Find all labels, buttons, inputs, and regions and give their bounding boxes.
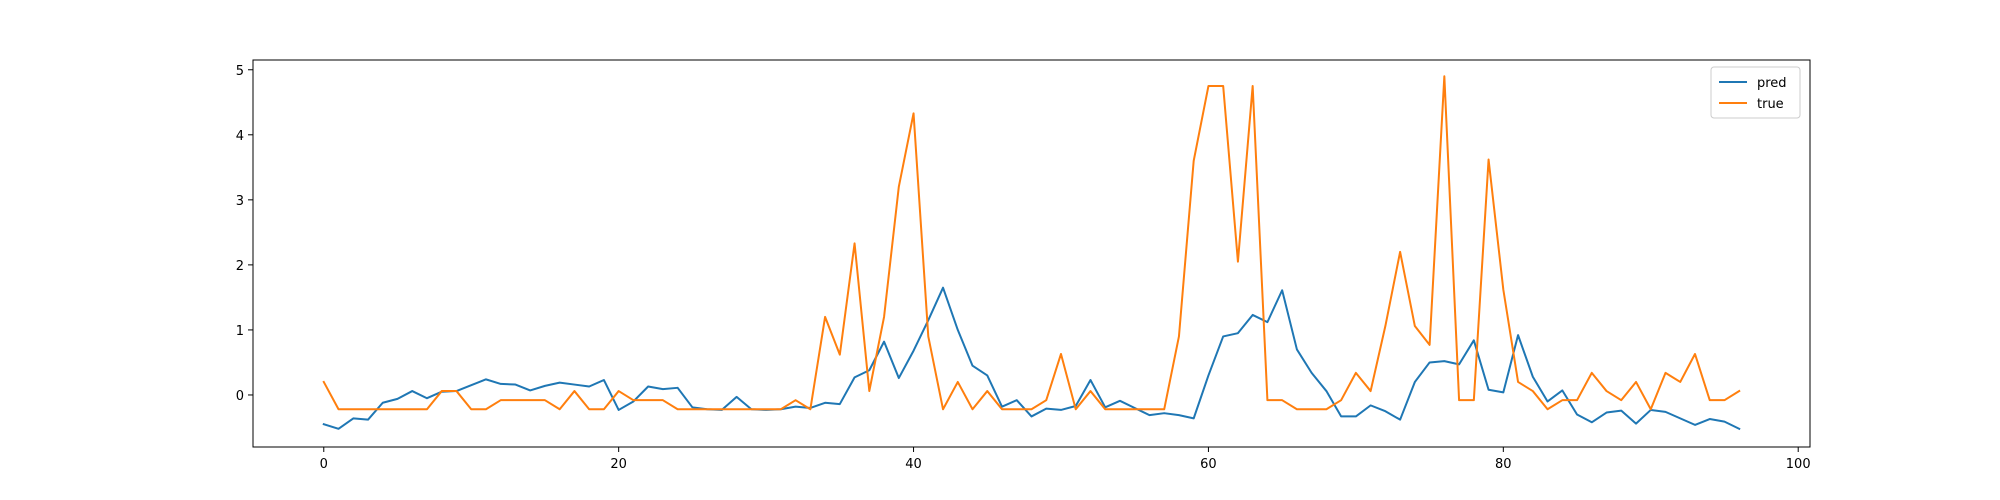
x-tick-label: 40: [905, 457, 922, 472]
x-tick-label: 60: [1200, 457, 1217, 472]
series-line-pred: [322, 286, 1741, 431]
y-tick-label: 5: [236, 64, 244, 79]
legend-box: [1710, 66, 1801, 119]
x-tick-label: 80: [1495, 457, 1512, 472]
legend-label-pred: pred: [1757, 76, 1787, 91]
series-line-true: [322, 75, 1741, 411]
y-tick-label: 1: [236, 324, 244, 339]
y-tick-label: 0: [236, 389, 244, 404]
x-tick-label: 20: [610, 457, 627, 472]
plot-area: [322, 75, 1741, 431]
y-tick-label: 2: [236, 259, 244, 274]
legend: pred true: [1710, 66, 1801, 119]
legend-label-true: true: [1757, 97, 1784, 112]
axes-frame: [252, 59, 1811, 448]
y-tick-label: 4: [236, 129, 244, 144]
axes: 0 20 40 60 80 100 0 1 2 3 4 5: [236, 59, 1811, 472]
y-tick-label: 3: [236, 194, 244, 209]
x-tick-label: 100: [1786, 457, 1811, 472]
x-tick-label: 0: [320, 457, 328, 472]
